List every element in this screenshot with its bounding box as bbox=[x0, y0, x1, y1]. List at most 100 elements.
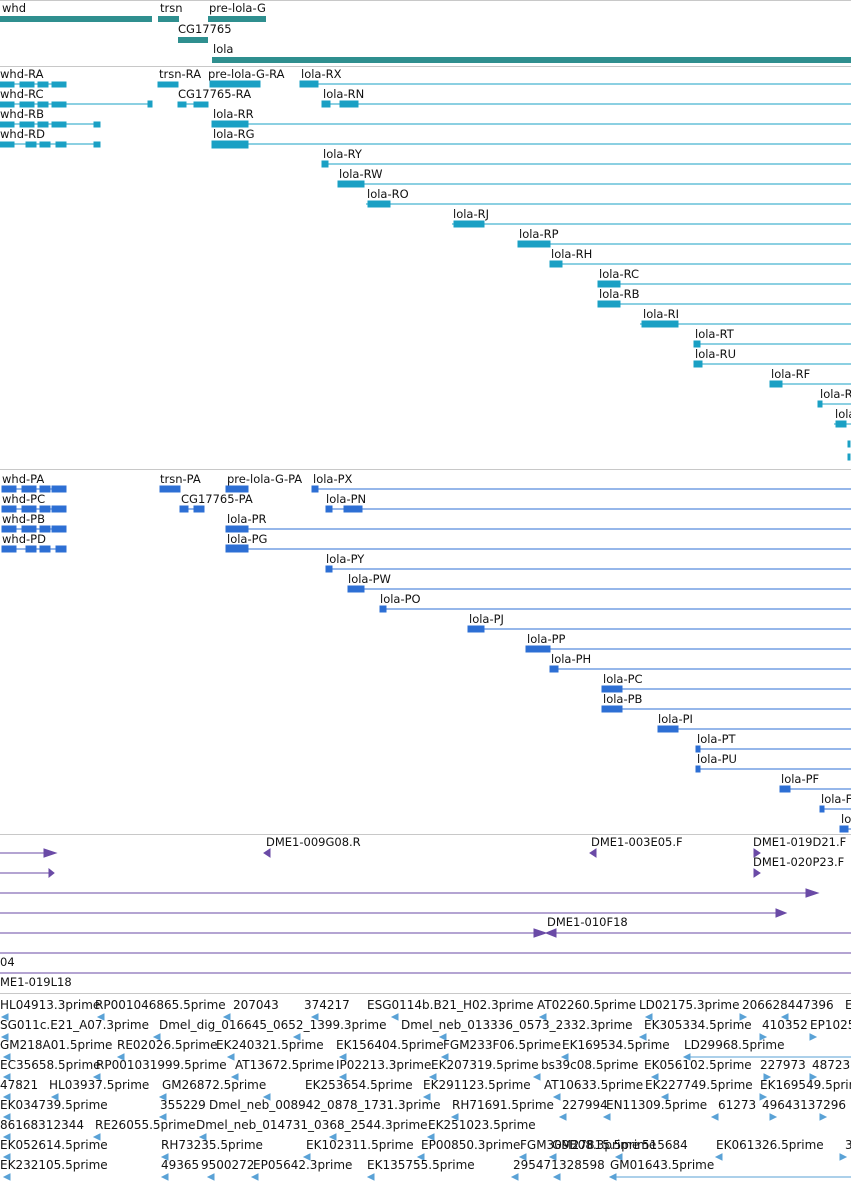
est-label[interactable]: RH71691.5prime bbox=[452, 1098, 554, 1112]
transcript-cg17765-ra[interactable] bbox=[177, 101, 209, 108]
protein-label[interactable]: lola-F bbox=[821, 792, 851, 806]
protein-lola-pn[interactable] bbox=[325, 505, 851, 513]
transcript-label[interactable]: lola-RB bbox=[599, 287, 640, 301]
protein-label[interactable]: lola-PB bbox=[603, 692, 643, 706]
est-arrow-row-5[interactable] bbox=[2, 1093, 768, 1101]
est-label[interactable]: EP05642.3prime bbox=[253, 1158, 353, 1172]
est-label[interactable]: LD29968.5prime bbox=[684, 1038, 785, 1052]
protein-label[interactable]: lola-PN bbox=[326, 492, 367, 506]
protein-label[interactable]: lo bbox=[841, 812, 851, 826]
bac-end-003e05[interactable] bbox=[589, 848, 597, 858]
protein-lola-pj[interactable] bbox=[467, 625, 851, 633]
protein-lola-f[interactable] bbox=[819, 805, 851, 813]
protein-lola-pf[interactable] bbox=[779, 785, 851, 793]
protein-whd-pd[interactable] bbox=[1, 545, 67, 553]
est-label[interactable]: EK156404.5prime bbox=[336, 1038, 444, 1052]
est-label[interactable]: 410352 bbox=[762, 1018, 808, 1032]
protein-label[interactable]: trsn-PA bbox=[160, 472, 201, 486]
protein-lo[interactable] bbox=[839, 825, 851, 833]
protein-label[interactable]: lola-PW bbox=[348, 572, 391, 586]
est-label[interactable]: 374217 bbox=[304, 998, 350, 1012]
protein-label[interactable]: lola-PC bbox=[603, 672, 643, 686]
transcript-lola-rx[interactable] bbox=[299, 80, 851, 88]
protein-lola-po[interactable] bbox=[379, 605, 851, 613]
est-label[interactable]: EN11309.5prime bbox=[606, 1098, 708, 1112]
transcript-lola-partial[interactable] bbox=[847, 440, 851, 461]
est-arrow-row-8[interactable] bbox=[2, 1153, 848, 1161]
protein-lola-pp[interactable] bbox=[525, 645, 851, 653]
est-label[interactable]: 355229 bbox=[160, 1098, 206, 1112]
bac-label[interactable]: 04 bbox=[0, 955, 15, 969]
protein-lola-pg[interactable] bbox=[225, 544, 851, 553]
est-label[interactable]: 49643137296 bbox=[762, 1098, 846, 1112]
transcript-lola-rp[interactable] bbox=[517, 240, 851, 248]
est-label[interactable]: EK169534.5prime bbox=[562, 1038, 670, 1052]
protein-lola-pw[interactable] bbox=[347, 585, 851, 593]
est-label[interactable]: 48723 bbox=[812, 1058, 851, 1072]
protein-label[interactable]: lola-PX bbox=[313, 472, 353, 486]
gene-bar-pre-lola-g[interactable] bbox=[208, 16, 266, 22]
transcript-whd-ra[interactable] bbox=[0, 81, 67, 88]
est-label[interactable]: RP001031999.5prime bbox=[96, 1058, 227, 1072]
est-label[interactable]: EK253654.5prime bbox=[305, 1078, 413, 1092]
transcript-label[interactable]: lola-RU bbox=[695, 347, 737, 361]
est-label[interactable]: EK240321.5prime bbox=[216, 1038, 324, 1052]
transcript-lola-rn[interactable] bbox=[321, 100, 851, 108]
est-label[interactable]: Dmel_neb_008942_0878_1731.3prime bbox=[209, 1098, 441, 1112]
bac-label[interactable]: DME1-020P23.F bbox=[753, 855, 845, 869]
est-label[interactable]: Dmel_neb_013336_0573_2332.3prime bbox=[401, 1018, 633, 1032]
protein-lola-pi[interactable] bbox=[657, 725, 851, 733]
est-label[interactable]: EK061326.5prime bbox=[716, 1138, 824, 1152]
protein-label[interactable]: lola-PU bbox=[697, 752, 737, 766]
protein-trsn-pa[interactable] bbox=[159, 485, 181, 493]
transcript-label[interactable]: lola-R bbox=[820, 387, 851, 401]
protein-label[interactable]: lola-PT bbox=[697, 732, 736, 746]
transcript-label[interactable]: lola-RP bbox=[519, 227, 559, 241]
protein-label[interactable]: pre-lola-G-PA bbox=[227, 472, 303, 486]
est-arrow-row-9[interactable] bbox=[2, 1173, 851, 1181]
protein-label[interactable]: whd-PD bbox=[2, 532, 46, 546]
est-label[interactable]: EK056102.5prime bbox=[644, 1058, 752, 1072]
est-label[interactable]: EK135755.5prime bbox=[367, 1158, 475, 1172]
transcript-label[interactable]: CG17765-RA bbox=[178, 87, 252, 101]
transcript-label[interactable]: lola-RR bbox=[213, 107, 254, 121]
bac-label[interactable]: ME1-019L18 bbox=[0, 975, 72, 989]
transcript-lola-rc[interactable] bbox=[597, 280, 851, 288]
est-label[interactable]: 227973 bbox=[760, 1058, 806, 1072]
transcript-lola-rg[interactable] bbox=[211, 140, 851, 149]
transcript-pre-lola-g-ra[interactable] bbox=[209, 80, 261, 88]
transcript-lola-rr[interactable] bbox=[211, 120, 851, 128]
transcript-trsn-ra[interactable] bbox=[157, 81, 179, 88]
transcript-whd-rb[interactable] bbox=[0, 121, 101, 128]
transcript-lola-ru[interactable] bbox=[693, 360, 851, 368]
est-label[interactable]: 47821 bbox=[0, 1078, 39, 1092]
est-label[interactable]: EK102311.5prime bbox=[306, 1138, 414, 1152]
est-arrow-row-2[interactable] bbox=[0, 1033, 818, 1041]
transcript-lola-rb[interactable] bbox=[597, 300, 851, 308]
gene-bar-lola[interactable] bbox=[212, 57, 851, 63]
protein-lola-pb[interactable] bbox=[601, 705, 851, 713]
est-label[interactable]: EK227749.5prime bbox=[645, 1078, 753, 1092]
protein-label[interactable]: lola-PY bbox=[326, 552, 365, 566]
transcript-label[interactable]: lola-RW bbox=[339, 167, 383, 181]
transcript-label[interactable]: whd-RB bbox=[0, 107, 45, 121]
est-arrow-row-6[interactable] bbox=[2, 1113, 828, 1121]
transcript-label[interactable]: lola-RX bbox=[301, 67, 342, 81]
est-label[interactable]: 49365 bbox=[161, 1158, 200, 1172]
protein-whd-pc[interactable] bbox=[1, 505, 67, 513]
protein-label[interactable]: lola-PO bbox=[380, 592, 421, 606]
transcript-label[interactable]: lola-RO bbox=[367, 187, 409, 201]
transcript-label[interactable]: lola-RY bbox=[323, 147, 362, 161]
protein-label[interactable]: lola-PP bbox=[527, 632, 566, 646]
bac-end-019d21[interactable] bbox=[753, 848, 761, 858]
protein-label[interactable]: lola-PJ bbox=[469, 612, 504, 626]
est-label[interactable]: RP001046865.5prime bbox=[95, 998, 226, 1012]
est-label[interactable]: EK232105.5prime bbox=[0, 1158, 108, 1172]
protein-lola-px[interactable] bbox=[311, 485, 851, 493]
est-label[interactable]: EK169549.5prime bbox=[760, 1078, 851, 1092]
transcript-lola-rf[interactable] bbox=[769, 380, 851, 388]
protein-label[interactable]: lola-PI bbox=[658, 712, 693, 726]
est-label[interactable]: Dmel_dig_016645_0652_1399.3prime bbox=[159, 1018, 387, 1032]
transcript-lola-ro[interactable] bbox=[366, 200, 851, 208]
est-label[interactable]: 295471 bbox=[513, 1158, 559, 1172]
